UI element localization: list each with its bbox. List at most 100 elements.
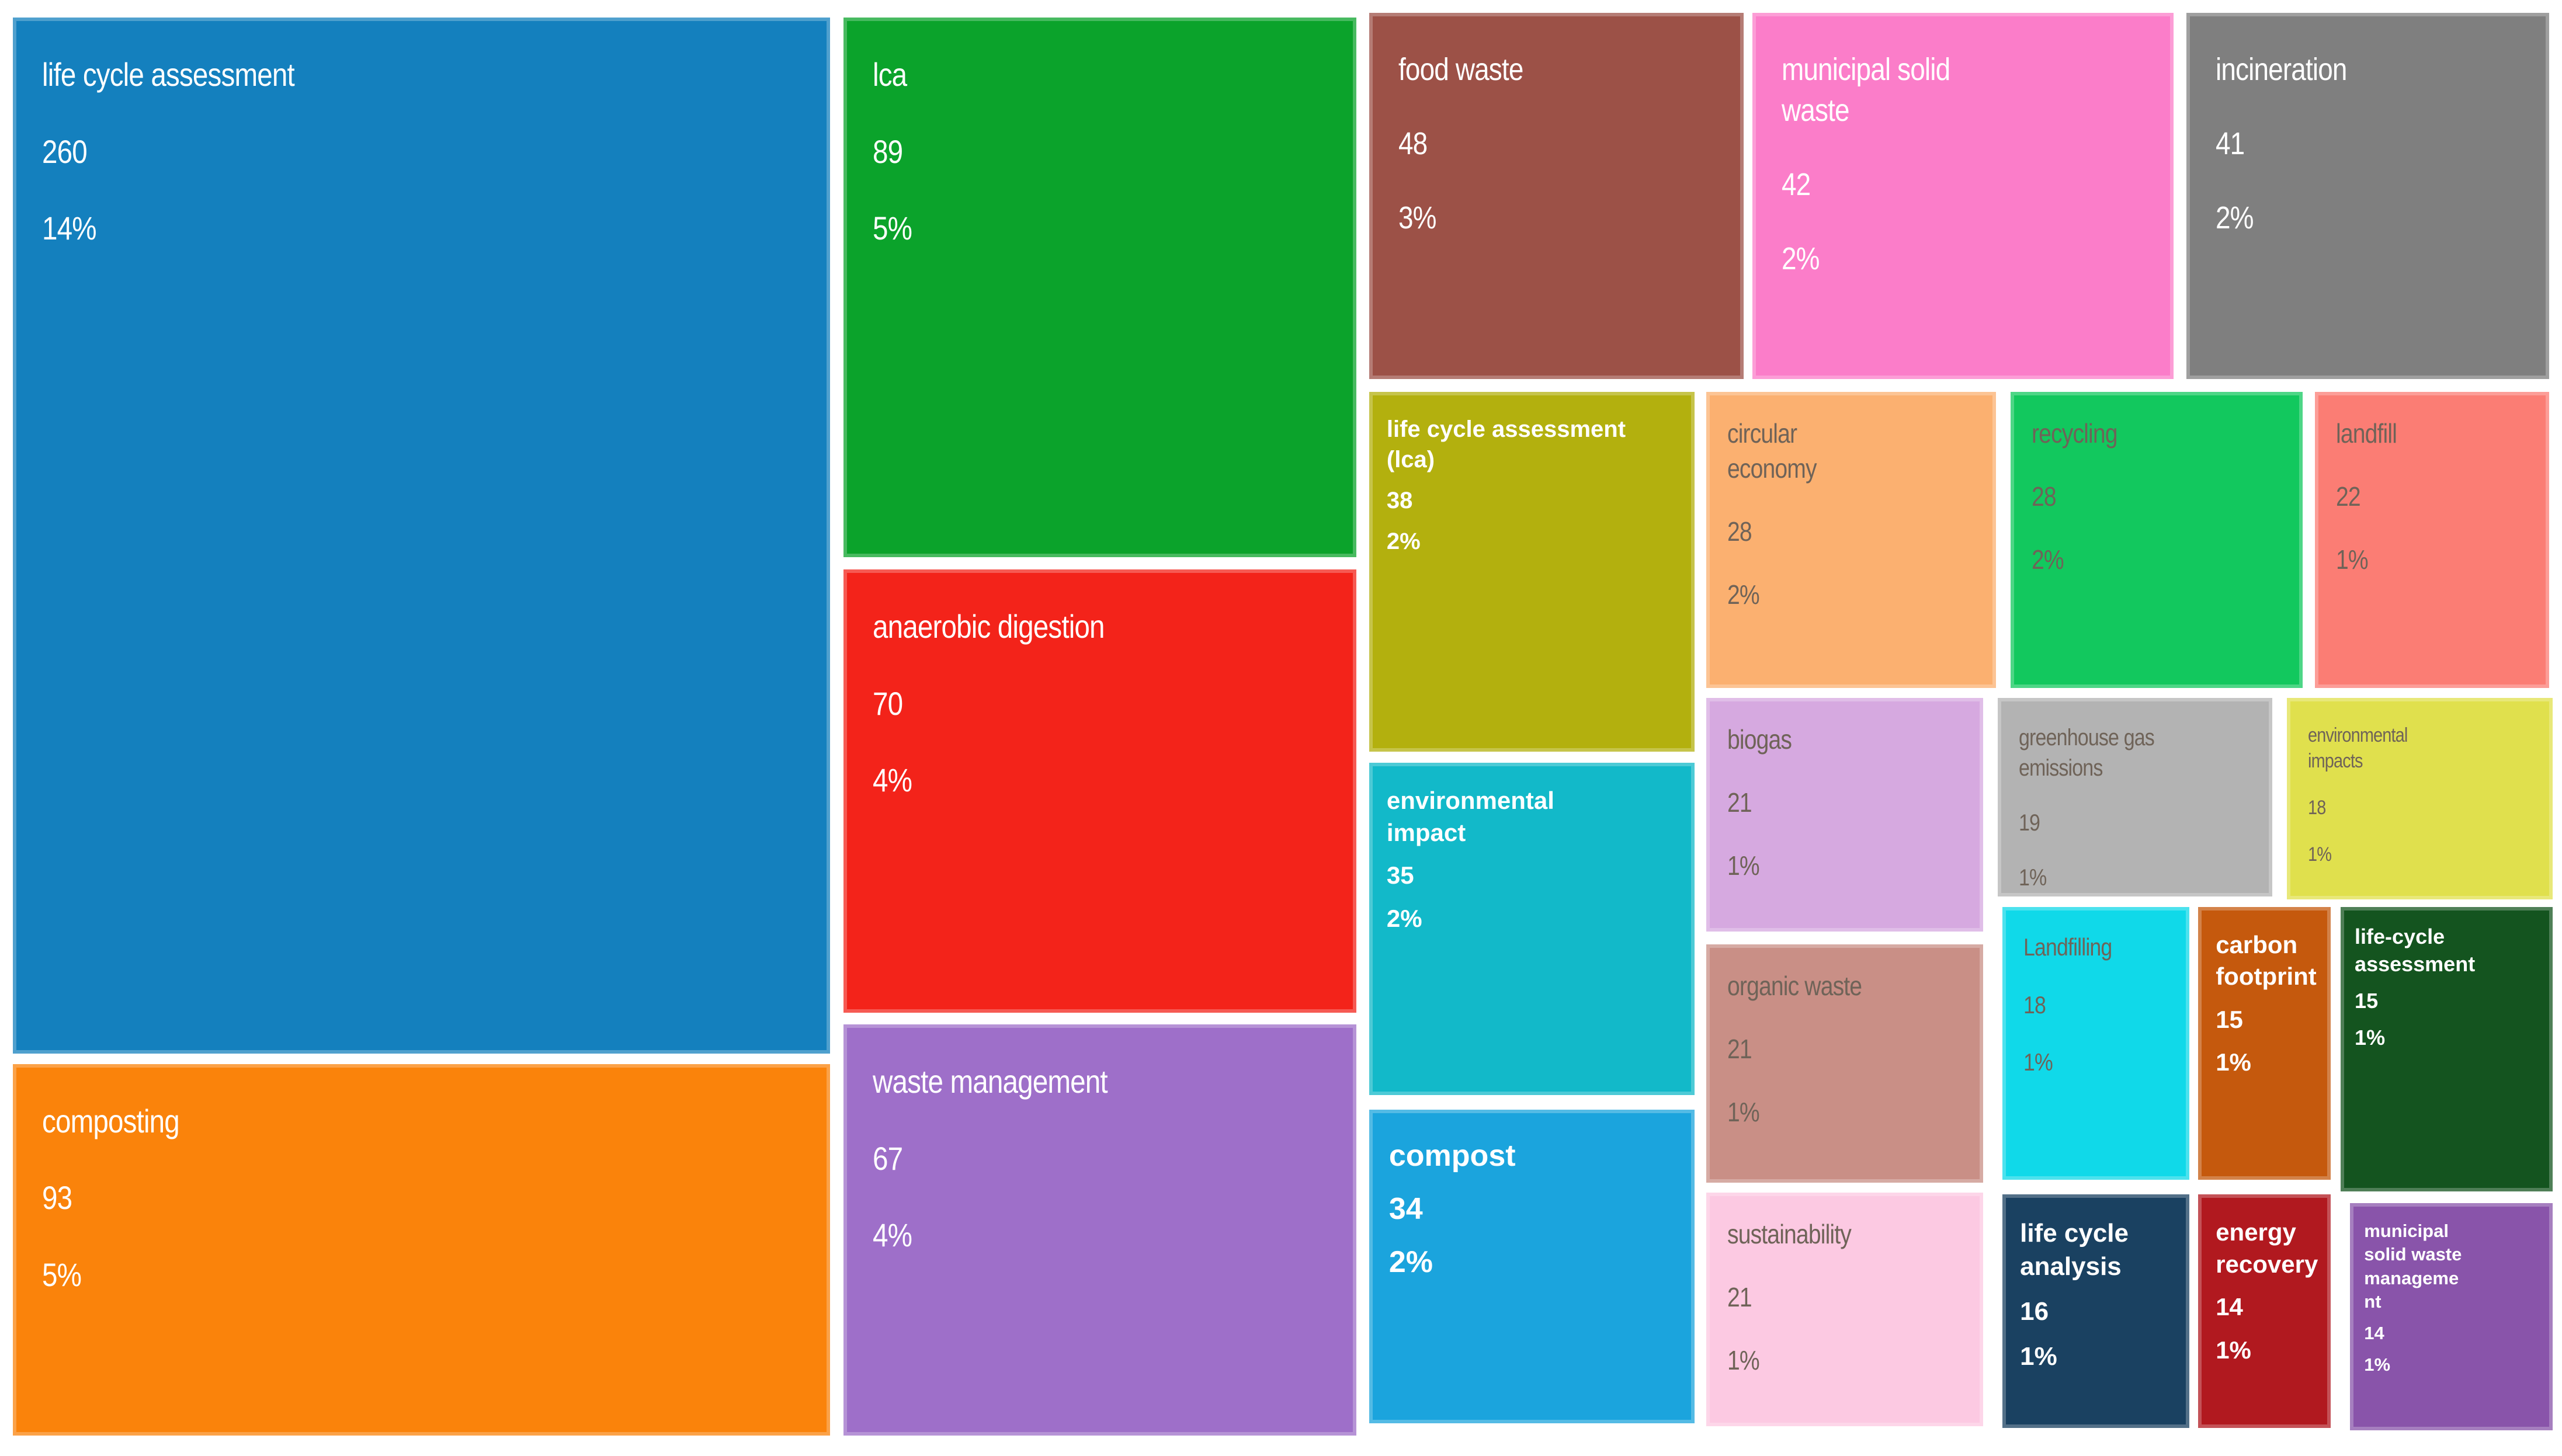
tile-value: 67: [872, 1139, 903, 1177]
tile-label: life cycle assessment (lca): [1386, 416, 1626, 473]
tile-value: 21: [1727, 787, 1752, 818]
tile-label: anaerobic digestion: [872, 608, 1105, 645]
tile-percent: 14%: [41, 210, 97, 247]
tile-label: municipal solid waste: [1782, 51, 1950, 128]
tile-percent: 1%: [2307, 843, 2332, 866]
tile-label: organic waste: [1727, 970, 1862, 1001]
tile-carbon-footprint: carbon footprint 15 1%: [2198, 906, 2331, 1180]
tile-percent: 2%: [2216, 200, 2254, 235]
tile-label: municipal solid waste manageme nt: [2364, 1220, 2462, 1312]
tile-value: 28: [2032, 481, 2057, 512]
tile-value: 18: [2307, 796, 2326, 819]
tile-municipal-solid-waste-manageme-nt: municipal solid waste manageme nt 14 1%: [2350, 1203, 2553, 1430]
tile-percent: 1%: [2364, 1354, 2391, 1375]
tile-label: landfill: [2336, 418, 2397, 449]
tile-life-cycle-assessment: life-cycle assessment 15 1%: [2341, 906, 2553, 1191]
tile-value: 35: [1386, 861, 1414, 889]
tile-percent: 2%: [1386, 904, 1422, 932]
tile-label: lca: [872, 55, 907, 93]
tile-percent: 5%: [41, 1256, 82, 1294]
tile-value: 260: [41, 133, 88, 170]
tile-life-cycle-assessment-lca: life cycle assessment (lca) 38 2%: [1369, 392, 1695, 752]
tile-label: greenhouse gas emissions: [2019, 724, 2155, 781]
tile-value: 41: [2216, 126, 2245, 161]
tile-value: 14: [2216, 1293, 2243, 1321]
tile-percent: 2%: [1782, 241, 1820, 276]
tile-value: 48: [1398, 126, 1428, 161]
tile-label: incineration: [2216, 51, 2347, 87]
tile-label: Landfilling: [2023, 933, 2112, 961]
tile-environmental-impacts: environmental impacts 18 1%: [2286, 697, 2553, 899]
tile-compost: compost 34 2%: [1369, 1109, 1695, 1423]
tile-percent: 1%: [2020, 1342, 2057, 1371]
tile-percent: 2%: [1727, 579, 1760, 610]
tile-value: 14: [2364, 1323, 2384, 1344]
tile-anaerobic-digestion: anaerobic digestion 70 4%: [843, 569, 1356, 1013]
tile-label: environmental impacts: [2307, 724, 2408, 773]
tile-circular-economy: circular economy 28 2%: [1706, 392, 1997, 689]
tile-incineration: incineration 41 2%: [2186, 12, 2550, 379]
tile-label: energy recovery: [2216, 1218, 2318, 1278]
tile-label: life-cycle assessment: [2355, 924, 2476, 976]
tile-percent: 4%: [872, 762, 912, 799]
tile-greenhouse-gas-emissions: greenhouse gas emissions 19 1%: [1998, 697, 2273, 896]
tile-life-cycle-assessment: life cycle assessment 260 14%: [12, 17, 831, 1054]
tile-percent: 1%: [2216, 1048, 2251, 1076]
tile-percent: 1%: [1727, 850, 1760, 881]
tile-value: 21: [1727, 1282, 1752, 1313]
tile-label: life cycle assessment: [41, 55, 295, 93]
tile-percent: 1%: [2216, 1336, 2251, 1364]
tile-percent: 1%: [2336, 544, 2369, 575]
tile-label: carbon footprint: [2216, 930, 2317, 991]
tile-label: sustainability: [1727, 1219, 1852, 1250]
tile-value: 70: [872, 684, 903, 722]
tile-landfilling: Landfilling 18 1%: [2002, 906, 2190, 1180]
tile-organic-waste: organic waste 21 1%: [1706, 944, 1984, 1183]
tile-percent: 5%: [872, 210, 912, 247]
tile-label: circular economy: [1727, 418, 1817, 484]
tile-label: environmental impact: [1386, 787, 1554, 846]
tile-percent: 1%: [1727, 1345, 1760, 1376]
tile-label: food waste: [1398, 51, 1523, 87]
tile-value: 19: [2019, 809, 2040, 836]
tile-life-cycle-analysis: life cycle analysis 16 1%: [2002, 1194, 2190, 1429]
tile-label: compost: [1388, 1138, 1516, 1173]
tile-percent: 1%: [2355, 1025, 2386, 1050]
tile-value: 34: [1388, 1191, 1423, 1226]
tile-value: 16: [2020, 1297, 2049, 1326]
tile-percent: 1%: [1727, 1097, 1760, 1128]
tile-municipal-solid-waste: municipal solid waste 42 2%: [1752, 12, 2174, 379]
tile-value: 15: [2355, 988, 2379, 1013]
tile-percent: 2%: [1386, 529, 1421, 555]
tile-percent: 1%: [2023, 1048, 2053, 1076]
tile-lca: lca 89 5%: [843, 17, 1356, 557]
tile-label: life cycle analysis: [2020, 1219, 2129, 1281]
tile-recycling: recycling 28 2%: [2011, 392, 2303, 689]
tile-value: 28: [1727, 516, 1752, 547]
tile-waste-management: waste management 67 4%: [843, 1024, 1356, 1436]
tile-percent: 2%: [2032, 544, 2064, 575]
tile-sustainability: sustainability 21 1%: [1706, 1193, 1984, 1427]
tile-label: recycling: [2032, 418, 2117, 449]
tile-energy-recovery: energy recovery 14 1%: [2198, 1194, 2331, 1429]
tile-composting: composting 93 5%: [12, 1064, 831, 1436]
tile-value: 22: [2336, 481, 2361, 512]
tile-label: composting: [41, 1102, 180, 1139]
tile-value: 18: [2023, 991, 2046, 1019]
tile-percent: 4%: [872, 1217, 912, 1254]
tile-landfill: landfill 22 1%: [2315, 392, 2550, 689]
tile-percent: 2%: [1388, 1245, 1433, 1279]
tile-food-waste: food waste 48 3%: [1369, 12, 1744, 379]
tile-value: 38: [1386, 488, 1413, 514]
tile-value: 21: [1727, 1034, 1752, 1065]
tile-label: waste management: [872, 1063, 1108, 1100]
tile-percent: 1%: [2019, 864, 2047, 891]
tile-value: 89: [872, 133, 903, 170]
tile-value: 15: [2216, 1005, 2243, 1033]
tile-value: 42: [1782, 167, 1811, 202]
tile-value: 93: [41, 1179, 72, 1217]
tile-label: biogas: [1727, 724, 1792, 755]
tile-biogas: biogas 21 1%: [1706, 697, 1984, 932]
tile-environmental-impact: environmental impact 35 2%: [1369, 763, 1695, 1095]
